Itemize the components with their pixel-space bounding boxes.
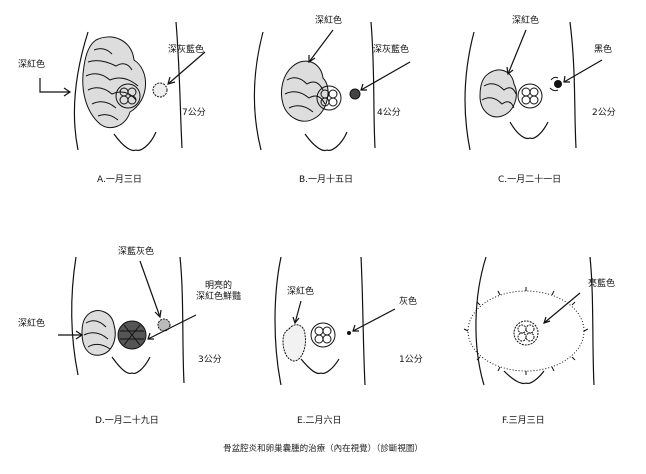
blue-gray-spot-b — [349, 88, 361, 100]
pelvis-drawing-a — [39, 21, 206, 152]
distance-label-d: 3公分 — [198, 355, 222, 365]
caption-b: B.一月十五日 — [299, 175, 354, 185]
follicle-cluster-c — [517, 83, 543, 109]
panel-a: 深紅色 深灰藍色 7公分 A.一月三日 — [0, 0, 215, 200]
dark-red-mass-d — [81, 310, 116, 356]
distance-label-e: 1公分 — [399, 355, 423, 365]
label-bright-blue-f: 亮藍色 — [588, 279, 616, 289]
panel-e: 深紅色 灰色 1公分 E.二月六日 — [215, 235, 430, 435]
label-blue-gray-d: 深藍灰色 — [118, 247, 155, 257]
distance-label-b: 4公分 — [377, 108, 401, 118]
panel-b: 深紅色 深灰藍色 4公分 B.一月十五日 — [215, 0, 430, 200]
pelvis-drawing-e — [274, 256, 396, 386]
follicle-cluster-b — [316, 85, 342, 111]
pelvis-drawing-d — [58, 256, 197, 384]
dark-red-mass-e — [282, 324, 306, 362]
label-gray-e: 灰色 — [399, 297, 418, 307]
label-dark-red-c: 深紅色 — [512, 16, 540, 26]
follicle-cluster-a — [115, 83, 141, 109]
dark-red-mass-c — [479, 69, 517, 118]
caption-f: F.三月三日 — [502, 416, 545, 426]
caption-c: C.一月二十一日 — [498, 175, 562, 185]
panel-c: 深紅色 黑色 2公分 C.一月二十一日 — [430, 0, 645, 200]
distance-label-c: 2公分 — [592, 108, 616, 118]
distance-label-a: 7公分 — [182, 108, 206, 118]
blue-gray-spot-a — [152, 82, 168, 98]
caption-d: D.一月二十九日 — [95, 416, 159, 426]
label-black-c: 黑色 — [594, 45, 613, 55]
label-bright-red-d: 明亮的 深紅色鮮豔 — [196, 281, 242, 302]
label-blue-gray-b: 深灰藍色 — [373, 45, 410, 55]
gray-spot-e — [347, 331, 351, 335]
label-dark-red-a: 深紅色 — [18, 60, 46, 70]
pelvis-drawing-b — [253, 21, 411, 152]
pelvis-drawing-c — [464, 21, 603, 151]
dark-red-mass-b — [280, 60, 329, 122]
panel-f: 亮藍色 F.三月三日 — [430, 235, 645, 435]
follicle-cluster-e — [310, 322, 336, 348]
label-dark-red-d: 深紅色 — [18, 319, 46, 329]
bright-blue-glow-f — [463, 287, 589, 375]
follicle-cluster-f — [513, 320, 539, 346]
bright-red-mass-d — [117, 320, 147, 350]
caption-a: A.一月三日 — [97, 175, 142, 185]
label-dark-red-e: 深紅色 — [287, 287, 315, 297]
panel-d: 深紅色 深藍灰色 明亮的 深紅色鮮豔 3公分 D.一月二十九日 — [0, 235, 241, 435]
label-blue-gray-a: 深灰藍色 — [168, 45, 205, 55]
figure-caption: 骨盆腔炎和卵巢囊腫的治療（內在視覺）（診斷視圖） — [223, 444, 423, 454]
dark-red-mass-a — [82, 36, 147, 128]
pelvis-drawing-f — [463, 256, 595, 386]
black-spot-c — [549, 76, 562, 92]
label-dark-red-b: 深紅色 — [315, 16, 343, 26]
caption-e: E.二月六日 — [297, 416, 342, 426]
